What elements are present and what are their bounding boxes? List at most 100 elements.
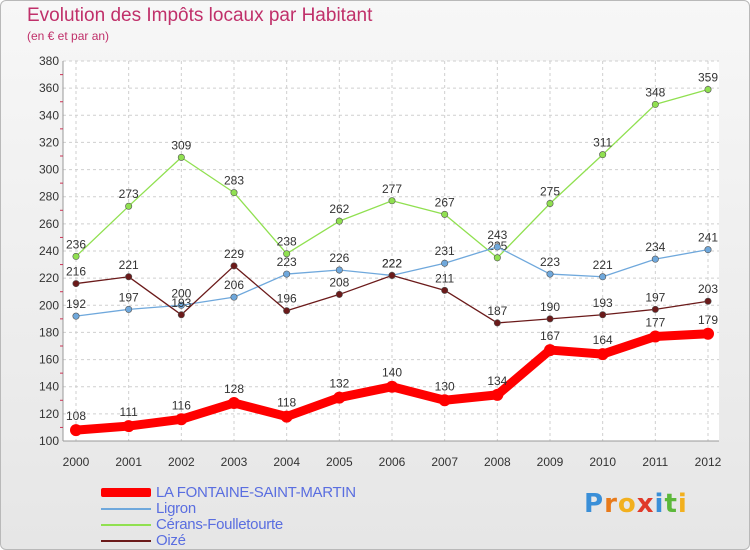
data-point [283, 250, 291, 258]
data-label: 190 [540, 300, 560, 314]
legend-swatch [101, 488, 151, 497]
data-point [335, 290, 343, 298]
data-label: 231 [435, 244, 455, 258]
legend-label: Ligron [156, 500, 196, 517]
data-label: 208 [329, 275, 349, 289]
data-label: 222 [382, 256, 402, 270]
data-label: 275 [540, 185, 560, 199]
y-tick-label: 100 [39, 434, 59, 448]
data-point [388, 271, 396, 279]
data-point [599, 273, 607, 281]
data-point [599, 151, 607, 159]
data-point [546, 200, 554, 208]
y-tick-label: 340 [39, 108, 59, 122]
data-label: 241 [698, 231, 718, 245]
data-label: 273 [119, 187, 139, 201]
data-label: 309 [171, 138, 191, 152]
data-label: 243 [487, 228, 507, 242]
data-point [546, 315, 554, 323]
legend-swatch [101, 540, 151, 542]
legend-label: Cérans-Foulletourte [156, 516, 283, 533]
data-label: 216 [66, 265, 86, 279]
data-label: 277 [382, 182, 402, 196]
data-point [493, 243, 501, 251]
data-point [283, 307, 291, 315]
x-tick-label: 2011 [642, 455, 668, 469]
data-label: 226 [329, 251, 349, 265]
data-label: 311 [593, 136, 612, 150]
data-point [177, 311, 185, 319]
data-label: 111 [120, 405, 139, 419]
data-label: 193 [593, 296, 613, 310]
data-point [493, 319, 501, 327]
data-point [70, 424, 82, 437]
x-tick-label: 2005 [326, 455, 353, 469]
data-label: 167 [540, 329, 560, 343]
y-tick-label: 120 [39, 407, 59, 421]
data-point [230, 189, 238, 197]
y-tick-label: 360 [39, 81, 59, 95]
data-point [388, 197, 396, 205]
data-label: 134 [487, 374, 507, 388]
data-label: 128 [224, 382, 244, 396]
x-tick-label: 2000 [63, 455, 90, 469]
data-point [438, 394, 451, 407]
data-label: 236 [66, 237, 86, 251]
data-point [702, 327, 714, 340]
data-point [441, 286, 449, 294]
data-label: 234 [645, 240, 665, 254]
logo-letter: t [664, 489, 678, 519]
data-label: 130 [435, 379, 455, 393]
data-point [72, 280, 80, 288]
data-point [546, 270, 554, 278]
data-label: 118 [277, 396, 296, 410]
data-label: 221 [119, 258, 139, 272]
y-tick-label: 160 [39, 353, 59, 367]
data-point [228, 397, 240, 409]
data-point [175, 413, 188, 426]
data-label: 221 [593, 258, 613, 272]
data-label: 179 [698, 313, 718, 327]
legend-swatch [101, 508, 151, 510]
data-label: 206 [224, 278, 244, 292]
data-label: 140 [382, 366, 402, 380]
data-point [72, 252, 80, 260]
y-tick-label: 220 [39, 271, 59, 285]
data-point [704, 297, 712, 305]
y-tick-label: 260 [39, 217, 59, 231]
x-tick-label: 2003 [221, 455, 248, 469]
data-label: 223 [540, 255, 560, 269]
logo-letter: i [654, 489, 665, 519]
data-point [333, 391, 346, 404]
y-tick-label: 140 [39, 380, 59, 394]
data-point [599, 311, 607, 319]
data-point [596, 348, 609, 361]
x-tick-label: 2010 [589, 455, 616, 469]
data-point [283, 270, 291, 278]
data-label: 267 [435, 195, 455, 209]
chart-title: Evolution des Impôts locaux par Habitant [27, 5, 373, 26]
data-point [177, 301, 185, 309]
x-tick-label: 2004 [273, 455, 300, 469]
logo-letter: i [677, 489, 688, 519]
x-tick-label: 2008 [484, 455, 511, 469]
x-tick-label: 2009 [537, 455, 564, 469]
x-tick-label: 2007 [431, 455, 458, 469]
data-label: 197 [645, 290, 665, 304]
data-point [230, 262, 238, 270]
y-tick-label: 380 [39, 54, 59, 68]
data-label: 132 [329, 377, 349, 391]
logo-letter: x [636, 489, 655, 519]
data-label: 222 [382, 256, 402, 270]
data-point [651, 100, 659, 108]
data-label: 262 [329, 202, 349, 216]
data-point [704, 246, 712, 254]
data-label: 197 [119, 290, 139, 304]
data-label: 187 [487, 304, 507, 318]
data-point [491, 388, 504, 401]
logo-letter: o [617, 489, 637, 519]
data-label: 348 [645, 85, 665, 99]
data-point [280, 410, 293, 423]
